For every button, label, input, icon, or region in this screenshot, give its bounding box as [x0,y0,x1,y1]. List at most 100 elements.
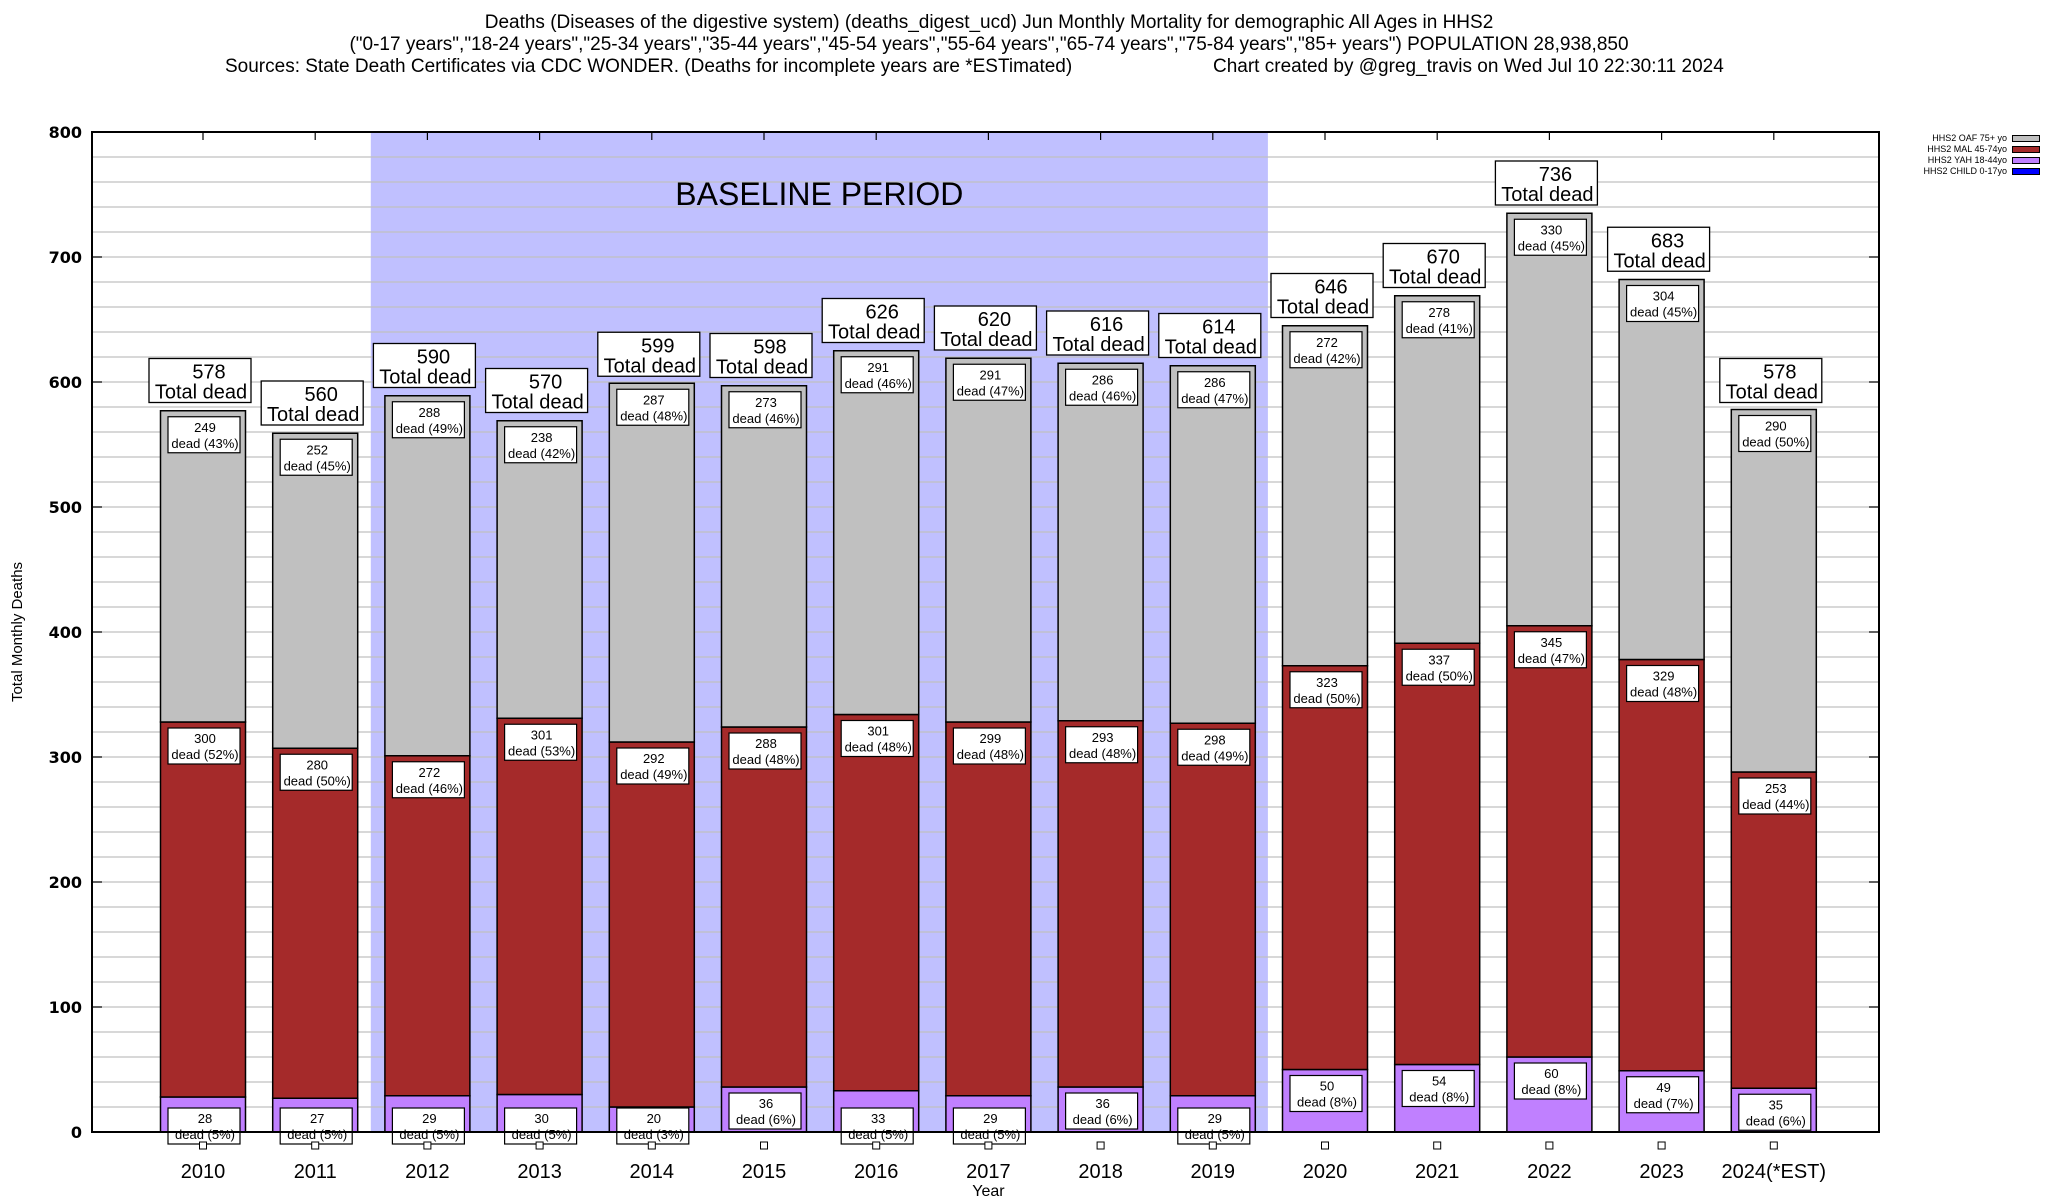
segment-label-box [1064,1092,1139,1130]
bar-segment-mal [496,717,583,1096]
x-tick-label: 2011 [294,1161,337,1183]
segment-value-label: 29 [422,1111,436,1126]
segment-value-label: 280 [306,757,328,772]
legend-item: HHS2 YAH 18-44yo [1880,155,2040,166]
bar-segment-oaf [832,350,920,716]
segment-value-label: 293 [1092,730,1114,745]
bar-segment-mal [1618,658,1705,1072]
bar-segment-mal [159,721,247,1098]
bar-segment-oaf [1618,278,1705,661]
total-value-label: 598 [753,337,786,359]
segment-value-label: 298 [1204,732,1226,747]
segment-pct-label: dead (45%) [1518,238,1585,253]
bar-segment-mal [1057,720,1144,1088]
total-suffix-label: Total dead [940,329,1032,351]
total-label-box [597,331,701,377]
segment-label-box [1738,414,1812,453]
segment-pct-label: dead (6%) [736,1112,796,1127]
total-label-box [933,305,1038,351]
x-tick-label: 2015 [742,1161,787,1183]
segment-value-label: 249 [194,420,216,435]
legend-swatch [2012,135,2040,142]
axis-layer: 0 100 200 300 400 500 600 700 800 Total Monthly D… [9,123,1879,1200]
x-tick-label: 2018 [1078,1161,1123,1183]
segment-value-label: 36 [1095,1096,1109,1111]
x-tick-label: 2014 [630,1161,675,1183]
segment-value-label: 291 [980,367,1002,382]
segment-pct-label: dead (5%) [960,1127,1020,1142]
segment-pct-label: dead (43%) [171,436,238,451]
x-marker [1433,1141,1442,1150]
segment-label-box [1289,331,1363,369]
segment-label-box [1738,1093,1812,1131]
segment-value-label: 54 [1432,1074,1446,1089]
segment-label-box [167,727,241,765]
segment-value-label: 329 [1653,669,1675,684]
segment-pct-label: dead (41%) [1406,321,1473,336]
segment-pct-label: dead (50%) [1742,435,1809,450]
segment-label-box [1625,1076,1700,1114]
x-tick-label: 2022 [1527,1161,1572,1183]
segment-pct-label: dead (46%) [845,376,912,391]
total-suffix-label: Total dead [1165,337,1257,359]
total-label-box [1719,357,1823,404]
total-value-label: 590 [417,347,450,369]
segment-value-label: 33 [871,1111,885,1126]
bar-segment-mal [384,755,471,1097]
segment-value-label: 291 [867,360,889,375]
segment-pct-label: dead (45%) [1630,305,1697,320]
segment-label-box [391,401,465,439]
total-suffix-label: Total dead [1726,382,1818,404]
segment-label-box [840,356,914,394]
total-suffix-label: Total dead [1389,267,1481,289]
x-marker [1769,1141,1778,1150]
segment-label-box [504,426,578,464]
segment-value-label: 30 [534,1111,548,1126]
segment-label-box [391,761,465,799]
segment-pct-label: dead (8%) [1409,1090,1469,1105]
segment-label-box [167,1107,241,1145]
y-tick-label: 300 [49,748,82,767]
segment-label-box [728,391,802,429]
total-value-label: 578 [1763,362,1796,384]
total-value-label: 599 [641,335,674,357]
segment-pct-label: dead (42%) [1293,351,1360,366]
segment-value-label: 286 [1092,372,1114,387]
segment-label-box [1738,777,1812,815]
total-label-box [1270,272,1374,319]
segment-pct-label: dead (3%) [624,1127,684,1142]
x-tick-label: 2016 [854,1161,899,1183]
bar-segment-oaf [384,395,471,757]
segment-label-box [391,1107,465,1145]
legend: HHS2 OAF 75+ yo HHS2 MAL 45-74yo HHS2 YAH … [1880,133,2040,177]
x-marker [760,1141,768,1150]
segment-value-label: 28 [198,1111,212,1126]
x-marker [1096,1141,1105,1150]
x-tick-label: 2012 [405,1161,450,1183]
segment-label-box [840,719,914,758]
segment-pct-label: dead (46%) [1069,388,1136,403]
bar-segment-oaf [1281,325,1369,667]
segment-label-box [1625,664,1700,703]
legend-swatch [2012,146,2040,153]
segment-pct-label: dead (50%) [1293,691,1360,706]
total-value-label: 626 [866,302,899,324]
segment-value-label: 337 [1428,652,1450,667]
segment-value-label: 253 [1765,781,1787,796]
segment-value-label: 60 [1544,1066,1558,1081]
total-label-box [1494,160,1599,206]
segment-label-box [728,732,802,770]
created-by-text: Chart created by @greg_travis on Wed Jul… [1213,56,1724,77]
segment-pct-label: dead (42%) [508,446,575,461]
bar-segment-oaf [1393,295,1481,644]
x-marker [1545,1141,1554,1150]
segment-label-box [728,1092,802,1130]
x-marker [1208,1141,1217,1150]
segment-label-box [952,363,1027,401]
bar-segment-oaf [1730,408,1818,773]
segment-pct-label: dead (49%) [1181,748,1248,763]
y-tick-label: 200 [49,873,82,892]
total-label-box [709,332,813,379]
total-label-box [484,367,589,414]
legend-label: HHS2 CHILD 0-17yo [1923,166,2007,176]
